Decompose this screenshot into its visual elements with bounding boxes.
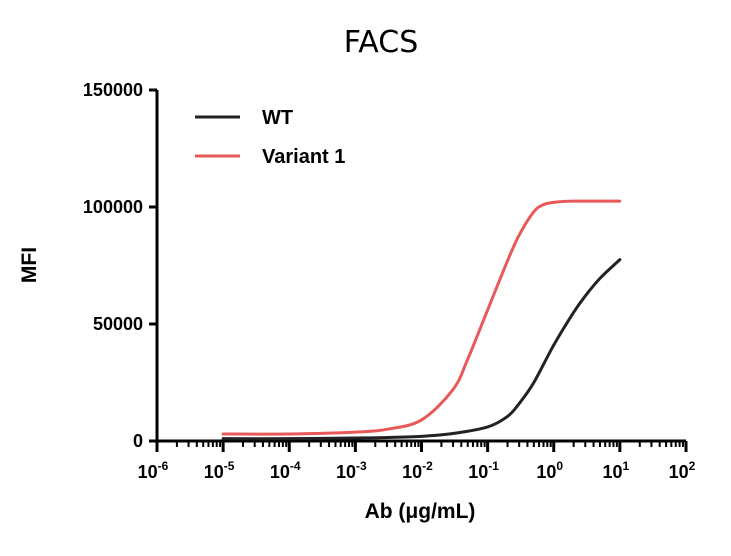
x-tick-label: 10-4 [270,459,301,482]
chart-title: FACS [344,25,419,60]
series-line-variant-1 [221,199,622,436]
x-tick-label: 10-2 [402,459,433,482]
x-tick-base: 10 [603,462,623,482]
x-tick-base: 10 [536,462,556,482]
x-axis-label: Ab (μg/mL) [365,500,476,523]
x-tick-base: 10 [270,462,290,482]
x-tick-label: 100 [536,459,563,482]
x-tick-exponent: -3 [356,459,367,473]
x-tick-exponent: -5 [224,459,235,473]
x-tick-exponent: -2 [422,459,433,473]
x-tick-exponent: 1 [623,459,630,473]
x-tick-label: 10-1 [468,459,499,482]
x-tick-label: 10-6 [138,459,169,482]
x-tick-label: 10-5 [204,459,235,482]
y-tick-label: 50000 [93,314,143,334]
x-tick-exponent: 0 [556,459,563,473]
x-tick-base: 10 [468,462,488,482]
x-tick-label: 102 [669,459,696,482]
x-tick-base: 10 [402,462,422,482]
y-axis-label: MFI [18,247,41,283]
x-tick-exponent: -6 [158,459,169,473]
x-tick-base: 10 [204,462,224,482]
x-tick-base: 10 [138,462,158,482]
y-tick-label: 100000 [83,197,143,217]
y-tick-label: 150000 [83,80,143,100]
series-line-wt [221,258,622,441]
x-tick-label: 101 [603,459,630,482]
x-tick-base: 10 [669,462,689,482]
x-tick-exponent: -1 [488,459,499,473]
x-tick-base: 10 [336,462,356,482]
x-tick-label: 10-3 [336,459,367,482]
x-tick-exponent: -4 [290,459,301,473]
y-tick-label: 0 [133,431,143,451]
legend-label: Variant 1 [262,146,345,168]
x-tick-exponent: 2 [689,459,696,473]
legend-label: WT [262,107,293,129]
